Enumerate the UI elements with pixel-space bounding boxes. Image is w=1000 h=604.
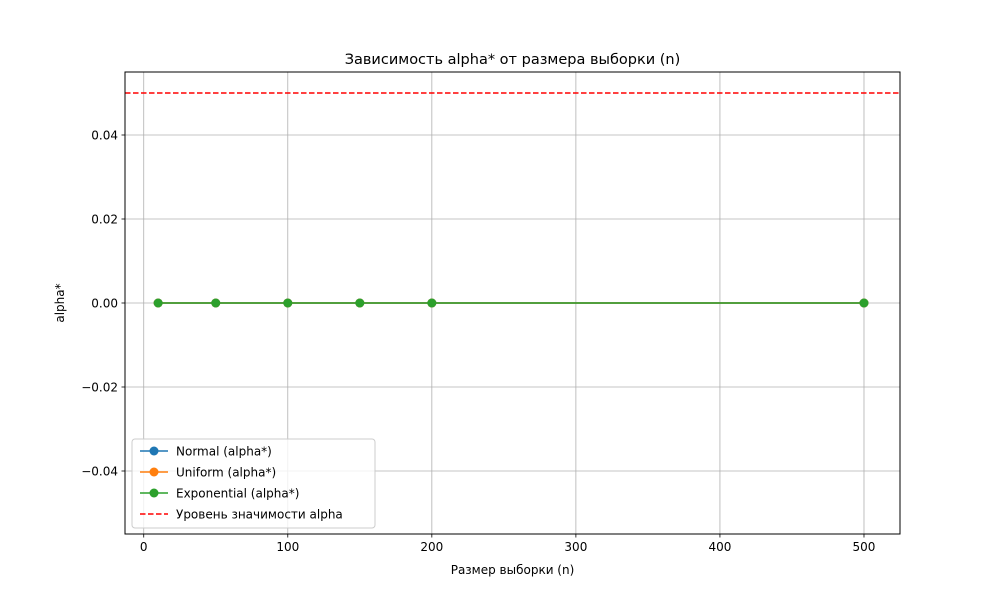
- legend-entry: Normal (alpha*): [140, 445, 272, 459]
- chart-title: Зависимость alpha* от размера выборки (n…: [345, 52, 681, 68]
- legend-entry: Уровень значимости alpha: [140, 508, 343, 522]
- data-point: [211, 298, 221, 308]
- series-layer: [153, 298, 869, 308]
- y-tick-label: −0.02: [81, 381, 118, 395]
- x-tick-label: 500: [853, 540, 876, 554]
- x-tick-label: 200: [420, 540, 443, 554]
- y-tick-label: 0.02: [91, 213, 118, 227]
- legend-marker: [149, 467, 159, 477]
- x-tick-label: 0: [140, 540, 148, 554]
- x-axis-ticks: 0 100 200 300 400 500: [140, 534, 876, 554]
- legend-label: Normal (alpha*): [176, 445, 272, 459]
- legend-label: Exponential (alpha*): [176, 487, 299, 501]
- data-point: [355, 298, 365, 308]
- data-point: [153, 298, 163, 308]
- x-tick-label: 100: [276, 540, 299, 554]
- data-point: [859, 298, 869, 308]
- legend-marker: [149, 446, 159, 456]
- legend-marker: [149, 488, 159, 498]
- y-tick-label: 0.00: [91, 297, 118, 311]
- y-tick-label: −0.04: [81, 465, 118, 479]
- legend: Normal (alpha*) Uniform (alpha*) Exponenti…: [131, 438, 376, 529]
- legend-box: [131, 438, 376, 529]
- legend-label: Uniform (alpha*): [176, 466, 276, 480]
- y-tick-label: 0.04: [91, 129, 118, 143]
- data-point: [427, 298, 437, 308]
- data-point: [283, 298, 293, 308]
- x-tick-label: 300: [564, 540, 587, 554]
- x-axis-label: Размер выборки (n): [451, 563, 575, 577]
- series-exponential: [153, 298, 869, 308]
- legend-entry: Uniform (alpha*): [140, 466, 276, 480]
- y-axis-ticks: −0.04 −0.02 0.00 0.02 0.04: [81, 129, 125, 479]
- y-axis-label: alpha*: [53, 283, 67, 322]
- x-tick-label: 400: [708, 540, 731, 554]
- legend-entry: Exponential (alpha*): [140, 487, 299, 501]
- legend-label: Уровень значимости alpha: [176, 508, 343, 522]
